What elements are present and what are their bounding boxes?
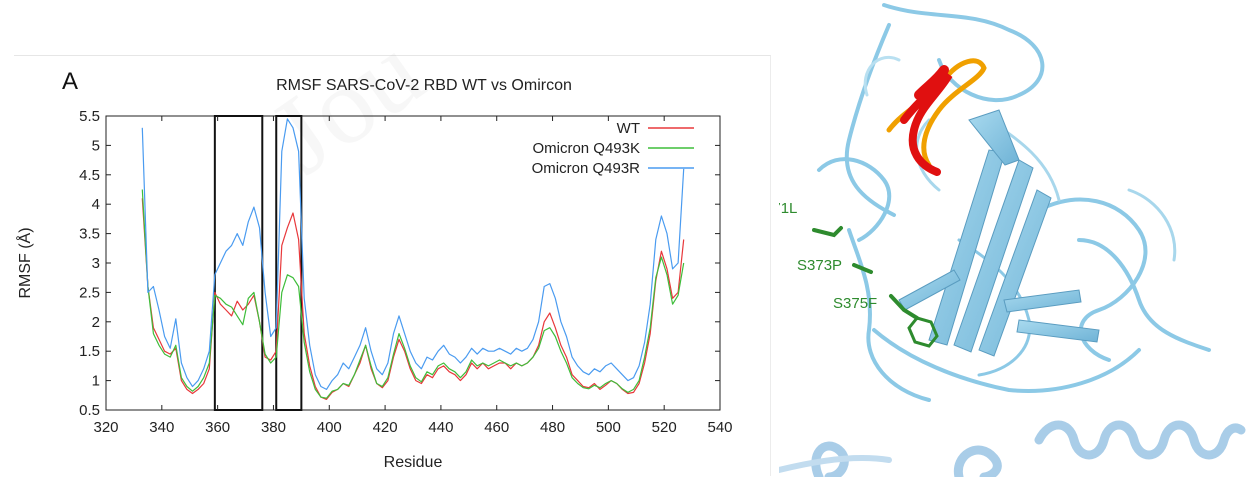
- highlight-boxes: [213, 115, 303, 411]
- chart-title: RMSF SARS-CoV-2 RBD WT vs Omircon: [276, 77, 572, 94]
- panel-a-frame: [14, 55, 771, 476]
- y-tick-label: 0.5: [79, 402, 100, 419]
- x-tick-label: 540: [707, 419, 732, 436]
- mutation-label-s371l: S371L: [779, 200, 797, 217]
- x-tick-label: 320: [93, 419, 118, 436]
- x-tick-label: 380: [261, 419, 286, 436]
- series-lines: [141, 118, 685, 400]
- x-tick-label: 340: [149, 419, 174, 436]
- x-tick-label: 400: [317, 419, 342, 436]
- y-tick-label: 2.5: [79, 284, 100, 301]
- panel-b-structure: B: [779, 3, 1246, 477]
- rbd-helix: [886, 58, 987, 176]
- highlight-region: [275, 115, 303, 411]
- ace2-helices: [779, 420, 1246, 477]
- x-tick-label: 420: [373, 419, 398, 436]
- y-tick-label: 4.5: [79, 167, 100, 184]
- legend-label: Omicron Q493R: [532, 160, 641, 177]
- y-axis: 0.5 1 1.5 2 2.5 3 3.5 4 4.5 5 5.5: [79, 108, 720, 419]
- x-tick-label: 500: [596, 419, 621, 436]
- y-tick-label: 1: [92, 373, 100, 390]
- x-tick-label: 440: [428, 419, 453, 436]
- y-tick-label: 5: [92, 137, 100, 154]
- y-axis-label: RMSF (Å): [15, 227, 34, 298]
- legend-label: Omicron Q493K: [532, 140, 640, 157]
- x-tick-label: 520: [652, 419, 677, 436]
- x-tick-label: 460: [484, 419, 509, 436]
- y-tick-label: 2: [92, 314, 100, 331]
- panel-a-chart: A RMSF SARS-CoV-2 RBD WT vs Omircon 320 3…: [15, 68, 733, 471]
- series-line: [141, 189, 685, 399]
- mutation-label-s375f: S375F: [833, 295, 877, 312]
- beta-sheet: [898, 109, 1100, 357]
- x-axis-label: Residue: [384, 454, 443, 471]
- x-tick-label: 360: [205, 419, 230, 436]
- y-tick-label: 1.5: [79, 343, 100, 360]
- legend: WT Omicron Q493K Omicron Q493R: [532, 120, 694, 177]
- legend-label: WT: [617, 120, 640, 137]
- series-line: [141, 118, 685, 390]
- x-tick-label: 480: [540, 419, 565, 436]
- mutation-sticks: [812, 226, 939, 348]
- y-tick-label: 3: [92, 255, 100, 272]
- y-tick-label: 4: [92, 196, 100, 213]
- y-tick-label: 5.5: [79, 108, 100, 125]
- mutation-label-s373p: S373P: [797, 257, 842, 274]
- series-line: [141, 198, 685, 400]
- x-axis: 320 340 360 380 400 420 440 460 480 500 520 540: [93, 116, 733, 436]
- panel-a-letter: A: [62, 68, 78, 95]
- y-tick-label: 3.5: [79, 226, 100, 243]
- mutation-labels: S371L S373P S375F: [779, 200, 877, 312]
- highlight-region: [213, 115, 264, 411]
